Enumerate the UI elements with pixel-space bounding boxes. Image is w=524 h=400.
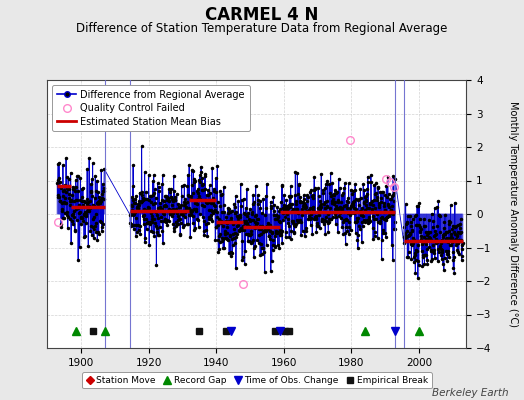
- Text: CARMEL 4 N: CARMEL 4 N: [205, 6, 319, 24]
- Legend: Difference from Regional Average, Quality Control Failed, Estimated Station Mean: Difference from Regional Average, Qualit…: [52, 85, 249, 131]
- Legend: Station Move, Record Gap, Time of Obs. Change, Empirical Break: Station Move, Record Gap, Time of Obs. C…: [82, 372, 432, 388]
- Text: Difference of Station Temperature Data from Regional Average: Difference of Station Temperature Data f…: [77, 22, 447, 35]
- Y-axis label: Monthly Temperature Anomaly Difference (°C): Monthly Temperature Anomaly Difference (…: [508, 101, 518, 327]
- Text: Berkeley Earth: Berkeley Earth: [432, 388, 508, 398]
